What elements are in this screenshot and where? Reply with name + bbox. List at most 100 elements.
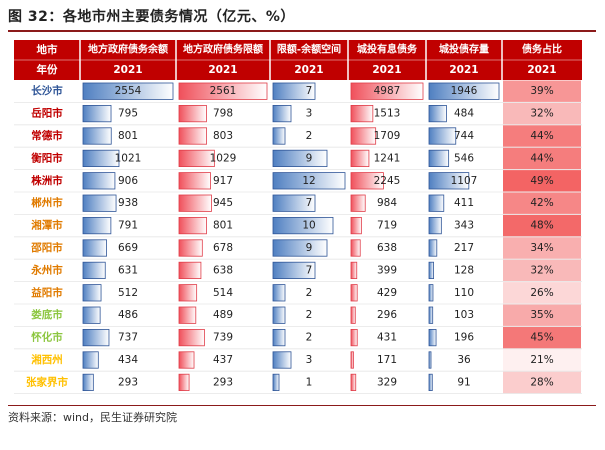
header-label: 地方政府债务限额 (183, 43, 263, 56)
data-bar (428, 373, 433, 392)
data-bar (82, 328, 110, 347)
header-label: 城投债存量 (439, 43, 489, 56)
cell-value: 103 (454, 309, 474, 321)
cell-value: 1 (306, 376, 313, 388)
cell-value: 1513 (374, 108, 401, 120)
data-bar (272, 149, 328, 167)
ratio-cell (503, 80, 581, 102)
data-bar (428, 172, 470, 190)
cell-value: 329 (377, 376, 397, 388)
ratio-cell (503, 282, 581, 304)
cell-value: 7 (306, 197, 313, 209)
cell-value: 12 (302, 175, 315, 187)
ratio-cell (503, 304, 581, 326)
data-bar (82, 216, 112, 235)
cell-value: 437 (213, 354, 233, 366)
cell-value: 7 (306, 85, 313, 97)
data-bar (428, 127, 457, 145)
ratio-cell (503, 125, 581, 147)
data-bar (350, 216, 362, 235)
data-bar (178, 172, 211, 190)
city-label: 永州市 (30, 263, 63, 276)
header-label: 地市 (37, 43, 58, 56)
ratio-value: 26% (530, 287, 553, 299)
cell-value: 1946 (451, 85, 478, 97)
data-bar (350, 261, 358, 280)
ratio-value: 21% (530, 354, 553, 366)
header-year: 2021 (294, 64, 323, 76)
cell-value: 10 (302, 220, 315, 232)
data-bar (428, 149, 450, 167)
data-bar (428, 284, 434, 302)
cell-value: 803 (213, 130, 233, 142)
data-bar (272, 127, 286, 145)
cell-value: 917 (213, 175, 233, 187)
data-bar (272, 351, 292, 369)
cell-value: 2554 (115, 85, 142, 97)
city-label: 娄底市 (31, 308, 63, 321)
ratio-cell (503, 102, 581, 125)
city-label: 张家界市 (26, 375, 68, 388)
cell-value: 798 (213, 108, 233, 120)
city-label: 衡阳市 (31, 151, 63, 164)
ratio-value: 44% (530, 130, 553, 142)
data-bar (428, 216, 442, 235)
data-bar (82, 239, 107, 257)
cell-value: 9 (306, 242, 313, 254)
data-bar (272, 194, 316, 212)
data-bar (272, 172, 346, 190)
header-label: 债务占比 (522, 43, 562, 56)
data-bar (428, 105, 447, 123)
city-label: 益阳市 (31, 286, 63, 299)
data-bar (350, 172, 384, 190)
cell-value: 739 (213, 332, 233, 344)
ratio-value: 42% (530, 197, 553, 209)
city-label: 怀化市 (31, 331, 63, 344)
cell-value: 1021 (115, 152, 142, 164)
cell-value: 7 (306, 264, 313, 276)
data-bar (82, 105, 112, 123)
cell-value: 196 (454, 332, 474, 344)
cell-value: 938 (118, 197, 138, 209)
data-bar (178, 239, 203, 257)
data-bar (178, 373, 190, 392)
cell-value: 631 (118, 264, 138, 276)
cell-value: 744 (454, 130, 474, 142)
data-bar (428, 328, 437, 347)
data-bar (350, 127, 377, 145)
data-bar (82, 172, 116, 190)
cell-value: 669 (118, 242, 138, 254)
data-bar (428, 306, 434, 324)
chart-title: 图 32：各地市州主要债务情况（亿元、%） (8, 9, 295, 25)
data-bar (272, 306, 286, 324)
data-bar (350, 194, 366, 212)
cell-value: 678 (213, 242, 233, 254)
header-year: 年份 (37, 63, 58, 76)
city-label: 湘西州 (31, 353, 63, 366)
cell-value: 2 (306, 287, 313, 299)
data-bar (178, 149, 215, 167)
ratio-value: 32% (530, 264, 553, 276)
data-bar (350, 239, 361, 257)
header-label: 城投有息债务 (357, 43, 418, 56)
data-bar (272, 105, 292, 123)
ratio-cell (503, 326, 581, 349)
cell-value: 795 (118, 108, 138, 120)
cell-value: 429 (377, 287, 397, 299)
ratio-cell (503, 170, 581, 192)
cell-value: 2561 (210, 85, 237, 97)
header-label: 限额-余额空间 (277, 43, 341, 56)
cell-value: 36 (457, 354, 471, 366)
cell-value: 343 (454, 220, 474, 232)
data-bar (350, 373, 357, 392)
cell-value: 719 (377, 220, 397, 232)
cell-value: 171 (377, 354, 397, 366)
data-bar (350, 306, 356, 324)
data-bar (82, 149, 120, 167)
header-label: 地方政府债务余额 (88, 43, 168, 56)
data-bar (178, 261, 202, 280)
data-bar (428, 82, 500, 100)
cell-value: 906 (118, 175, 138, 187)
data-bar (82, 194, 117, 212)
city-label: 邵阳市 (30, 241, 63, 254)
